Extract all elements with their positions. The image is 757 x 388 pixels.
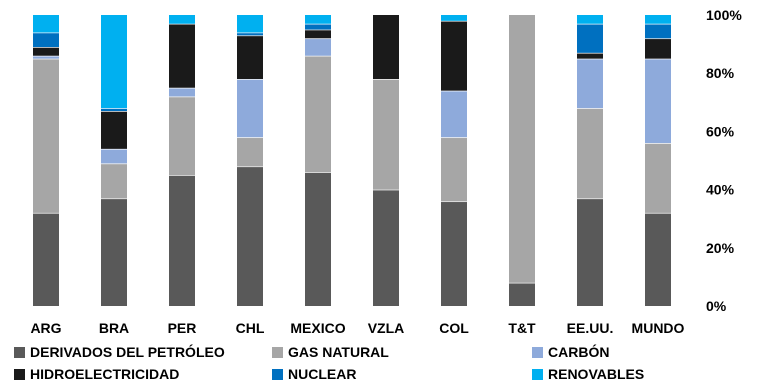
legend-item: CARBÓN bbox=[532, 344, 609, 360]
bar-segment bbox=[645, 58, 671, 144]
stacked-bar-chart: ARG BRA PER CHL MEXICO VZLA COL T&T EE.UU. MUNDO 0… bbox=[30, 7, 742, 336]
bar-segment bbox=[373, 189, 399, 306]
legend-item: RENOVABLES bbox=[532, 366, 644, 382]
bar-segment bbox=[373, 79, 399, 190]
bar-segment bbox=[305, 15, 331, 24]
x-tick-label: EE.UU. bbox=[567, 320, 614, 336]
legend-item: NUCLEAR bbox=[272, 366, 356, 382]
bar-segment bbox=[169, 175, 195, 306]
y-tick-label: 0% bbox=[706, 298, 727, 314]
bar-segment bbox=[645, 212, 671, 306]
bar-segment bbox=[441, 201, 467, 306]
bar-segment bbox=[305, 23, 331, 30]
x-tick-label: ARG bbox=[30, 320, 61, 336]
bar-segment bbox=[169, 87, 195, 97]
bar-segment bbox=[441, 137, 467, 202]
bar-segment bbox=[33, 32, 59, 48]
bar-segment bbox=[373, 15, 399, 80]
bar-segment bbox=[33, 212, 59, 306]
bar-segment bbox=[237, 35, 263, 80]
bar-segment bbox=[305, 29, 331, 39]
bar-segment bbox=[33, 58, 59, 213]
x-tick-label: T&T bbox=[508, 320, 536, 336]
legend-swatch bbox=[272, 368, 283, 380]
legend-label: RENOVABLES bbox=[548, 366, 645, 382]
legend-item: GAS NATURAL bbox=[272, 344, 389, 360]
x-tick-label: BRA bbox=[99, 320, 129, 336]
y-tick-label: 100% bbox=[706, 7, 742, 23]
bar-segment bbox=[509, 282, 535, 306]
bar-segment bbox=[645, 38, 671, 59]
bar-segment bbox=[101, 108, 127, 112]
bar-segment bbox=[169, 23, 195, 88]
bar-segment bbox=[645, 143, 671, 213]
segment-separator bbox=[441, 89, 467, 92]
bar-segment bbox=[305, 172, 331, 306]
bar-segment bbox=[577, 58, 603, 109]
bar-segment bbox=[237, 79, 263, 138]
bar-segment bbox=[169, 96, 195, 176]
x-tick-label: MUNDO bbox=[632, 320, 685, 336]
bar-segment bbox=[101, 111, 127, 149]
legend-swatch bbox=[14, 368, 25, 380]
x-tick-label: PER bbox=[168, 320, 197, 336]
bar-segment bbox=[577, 52, 603, 59]
y-tick-label: 80% bbox=[706, 65, 735, 81]
x-tick-label: MEXICO bbox=[290, 320, 345, 336]
bar-segment bbox=[101, 163, 127, 199]
x-tick-label: CHL bbox=[236, 320, 265, 336]
bar-segment bbox=[577, 15, 603, 24]
y-tick-label: 40% bbox=[706, 182, 735, 198]
bar-segment bbox=[645, 15, 671, 24]
legend-swatch bbox=[272, 346, 283, 358]
bar-segment bbox=[441, 90, 467, 138]
bar-segment bbox=[441, 20, 467, 91]
legend-label: DERIVADOS DEL PETRÓLEO bbox=[30, 344, 225, 360]
bar-segment bbox=[577, 23, 603, 53]
bar-segment bbox=[101, 198, 127, 306]
bar-segment bbox=[101, 148, 127, 164]
bar-segment bbox=[441, 15, 467, 21]
legend-label: NUCLEAR bbox=[288, 366, 357, 382]
bar-segment bbox=[237, 166, 263, 306]
legend-item: DERIVADOS DEL PETRÓLEO bbox=[14, 344, 225, 360]
bar-segment bbox=[101, 15, 127, 109]
bar-segment bbox=[577, 108, 603, 199]
y-tick-label: 20% bbox=[706, 240, 735, 256]
legend-swatch bbox=[532, 346, 543, 358]
bar-segment bbox=[305, 55, 331, 173]
legend-item: HIDROELECTRICIDAD bbox=[14, 366, 179, 382]
bar-segment bbox=[509, 15, 535, 283]
bar-segment bbox=[237, 137, 263, 167]
bar-segment bbox=[33, 55, 59, 59]
segment-separator bbox=[373, 78, 399, 80]
bar-segment bbox=[237, 15, 263, 33]
legend-label: CARBÓN bbox=[548, 344, 610, 360]
y-tick-label: 60% bbox=[706, 123, 735, 139]
segment-separator bbox=[509, 281, 535, 284]
bar-segment bbox=[169, 15, 195, 24]
segment-separator bbox=[645, 212, 671, 214]
x-tick-label: VZLA bbox=[368, 320, 405, 336]
x-tick-label: COL bbox=[439, 320, 469, 336]
bar-segment bbox=[577, 198, 603, 306]
bar-segment bbox=[237, 32, 263, 36]
legend-swatch bbox=[532, 368, 543, 380]
bar-segment bbox=[33, 47, 59, 56]
bar-segment bbox=[305, 38, 331, 56]
legend-label: HIDROELECTRICIDAD bbox=[30, 366, 180, 382]
legend-label: GAS NATURAL bbox=[288, 344, 389, 360]
bar-segment bbox=[645, 23, 671, 39]
bar-segment bbox=[33, 15, 59, 33]
segment-separator bbox=[441, 200, 467, 203]
legend-swatch bbox=[14, 346, 25, 358]
